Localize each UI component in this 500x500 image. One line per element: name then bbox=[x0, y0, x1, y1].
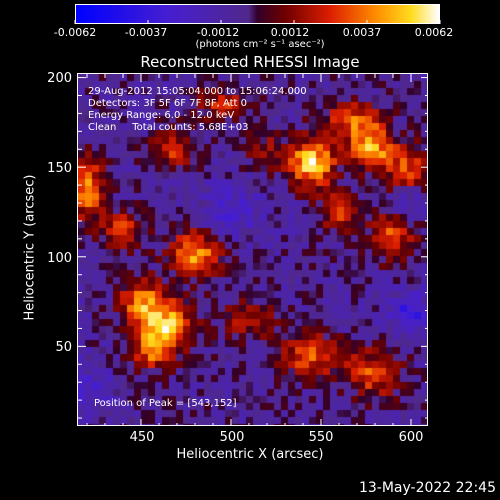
x-axis-label: Heliocentric X (arcsec) bbox=[176, 447, 324, 462]
energy-range: Energy Range: 6.0 - 12.0 keV bbox=[88, 110, 235, 121]
time-range: 29-Aug-2012 15:05:04.000 to 15:06:24.000 bbox=[88, 86, 307, 97]
colorbar-tick-label: 0.0012 bbox=[270, 26, 310, 39]
plot-title: Reconstructed RHESSI Image bbox=[140, 53, 360, 71]
clean-total-counts: Clean Total counts: 5.68E+03 bbox=[88, 122, 249, 133]
detectors-line: Detectors: 3F 5F 6F 7F 8F, Att 0 bbox=[88, 98, 248, 109]
colorbar-tick-label: -0.0037 bbox=[124, 26, 168, 39]
x-tick-label: 600 bbox=[398, 430, 424, 445]
y-axis-label: Heliocentric Y (arcsec) bbox=[22, 174, 38, 321]
y-tick-label: 200 bbox=[47, 71, 72, 86]
x-tick-label: 450 bbox=[129, 430, 155, 445]
y-tick-label: 100 bbox=[47, 251, 72, 266]
plot-area: 29-Aug-2012 15:05:04.000 to 15:06:24.000… bbox=[77, 73, 428, 426]
reconstructed-image bbox=[78, 74, 427, 425]
timestamp: 13-May-2022 22:45 bbox=[358, 480, 496, 496]
colorbar-tick-label: -0.0062 bbox=[53, 26, 97, 39]
colorbar-tick-label: 0.0037 bbox=[342, 26, 382, 39]
colorbar-units: (photons cm⁻² s⁻¹ asec⁻²) bbox=[195, 39, 325, 50]
y-tick-label: 150 bbox=[47, 161, 72, 176]
colorbar-tick-label: 0.0062 bbox=[414, 26, 454, 39]
colorbar bbox=[75, 4, 440, 24]
x-tick-label: 500 bbox=[219, 430, 245, 445]
x-tick-label: 550 bbox=[308, 430, 334, 445]
colorbar-tick-label: -0.0012 bbox=[196, 26, 240, 39]
y-tick-label: 50 bbox=[55, 340, 72, 355]
colorbar-ticks bbox=[74, 20, 441, 24]
peak-position: Position of Peak = [543,152] bbox=[94, 398, 237, 409]
